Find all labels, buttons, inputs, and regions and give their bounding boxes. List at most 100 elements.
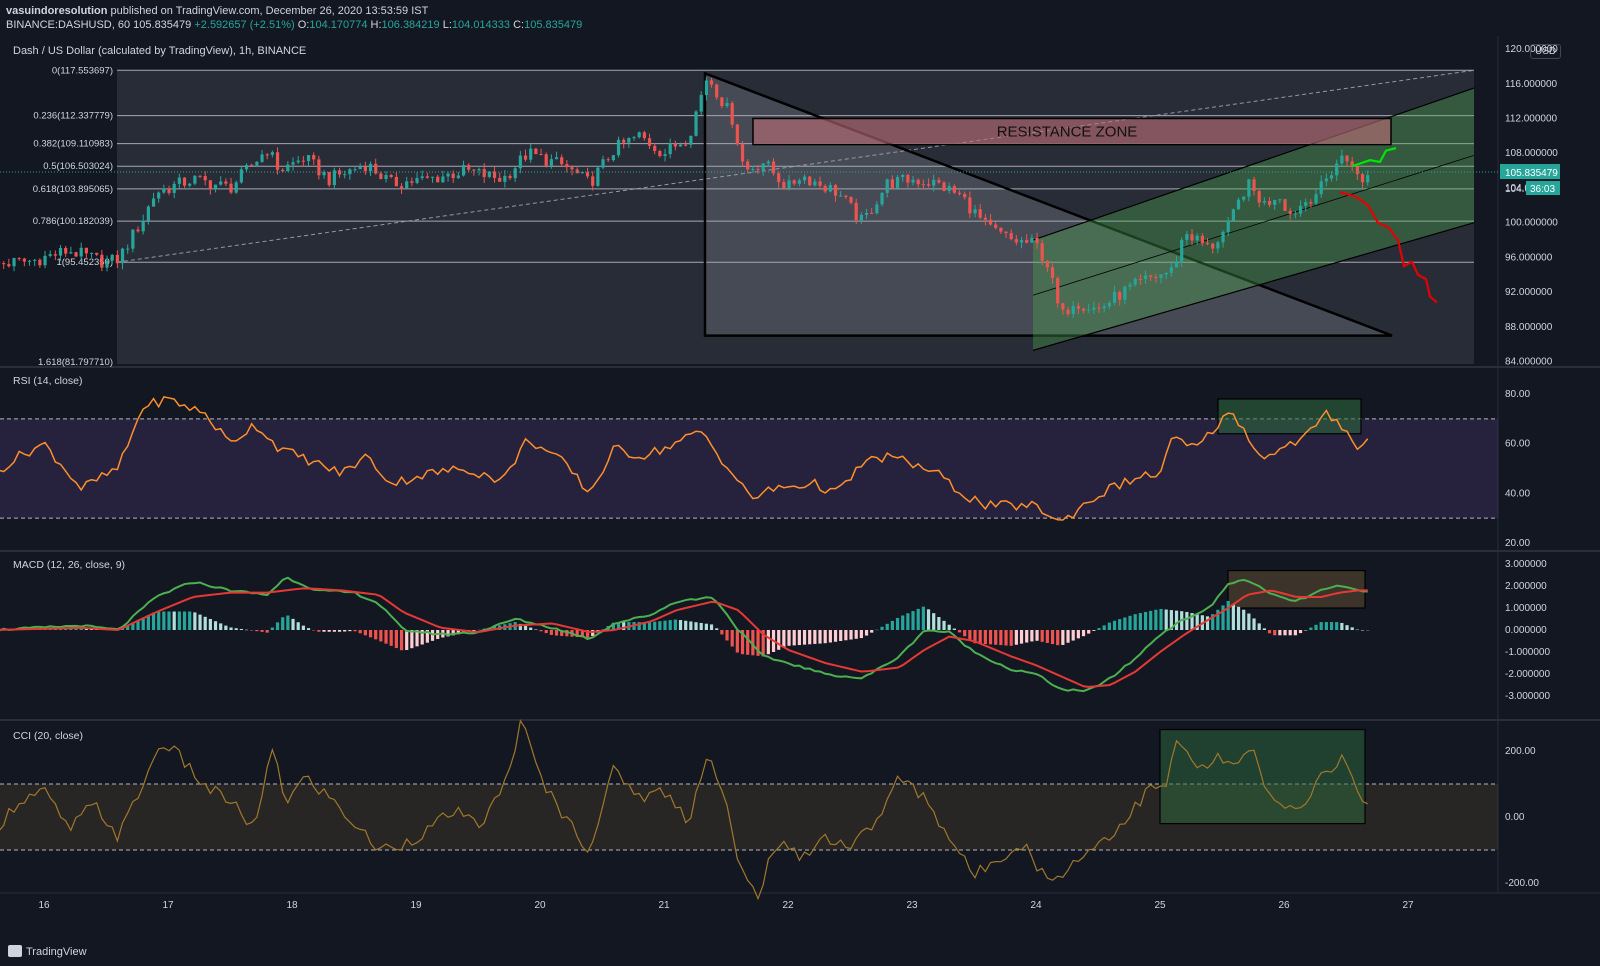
macd-hist-bar <box>1231 603 1235 630</box>
candle-body <box>482 168 486 177</box>
candle-body <box>162 188 166 193</box>
macd-hist-bar <box>978 630 982 644</box>
candle-body <box>322 171 326 176</box>
channel-upper-line <box>1032 87 1475 241</box>
candle-body <box>694 111 698 136</box>
price-axis-tick: 84.000000 <box>1505 357 1553 368</box>
symbol-label: BINANCE:DASHUSD, 60 <box>6 19 131 31</box>
candle-body <box>425 176 429 178</box>
macd-hist-bar <box>1081 630 1086 637</box>
macd-hist-bar <box>756 630 760 656</box>
macd-hist-bar <box>343 630 347 632</box>
candle-body <box>1050 267 1055 278</box>
candle-body <box>1030 237 1034 243</box>
macd-hist-bar <box>1340 622 1344 630</box>
macd-hist-bar <box>1025 630 1029 643</box>
candle-body <box>1242 196 1246 200</box>
macd-hist-bar <box>828 630 832 643</box>
macd-hist-bar <box>1345 625 1349 630</box>
macd-hist-bar <box>1040 630 1044 642</box>
macd-hist-bar <box>1195 614 1199 630</box>
macd-hist-bar <box>492 626 497 630</box>
candle-body <box>394 176 398 187</box>
macd-hist-bar <box>1216 609 1220 630</box>
candle-body <box>348 169 352 175</box>
candle-body <box>746 161 750 170</box>
macd-hist-bar <box>239 628 243 630</box>
candle-body <box>554 157 559 160</box>
macd-hist-bar <box>947 624 951 630</box>
macd-hist-bar <box>1355 629 1359 631</box>
candle-body <box>100 254 104 268</box>
candle-body <box>213 184 218 190</box>
macd-hist-bar <box>193 612 197 630</box>
footer: TradingView <box>0 940 1600 966</box>
macd-hist-bar <box>523 625 528 630</box>
high-label: H: <box>370 19 382 31</box>
candle-body <box>973 209 977 214</box>
macd-hist-bar <box>715 628 719 630</box>
candle-body <box>1200 235 1204 244</box>
candle-body <box>1056 277 1060 304</box>
rsi-axis-tick: 80.00 <box>1505 389 1530 400</box>
candle-body <box>921 184 925 186</box>
candle-body <box>405 181 409 189</box>
macd-hist-bar <box>1035 630 1039 641</box>
candle-body <box>833 185 838 196</box>
macd-hist-bar <box>1242 609 1246 630</box>
candle-body <box>792 180 796 184</box>
macd-hist-bar <box>379 630 383 642</box>
candle-body <box>596 167 600 186</box>
macd-hist-bar <box>720 630 724 635</box>
macd-hist-bar <box>539 630 543 632</box>
macd-hist-bar <box>751 630 755 656</box>
candle-body <box>508 175 512 179</box>
macd-hist-bar <box>1061 630 1065 645</box>
macd-hist-bar <box>451 630 455 636</box>
macd-hist-bar <box>823 630 827 644</box>
currency-button[interactable]: USD <box>1530 44 1562 59</box>
fib-level-label: 0.382(109.110983) <box>33 139 113 150</box>
macd-hist-bar <box>663 620 667 630</box>
fib-trendline <box>116 69 1475 263</box>
publisher-name[interactable]: vasuindoresolution <box>6 5 108 17</box>
rsi-axis-tick: 40.00 <box>1505 488 1530 499</box>
macd-hist-bar <box>1071 630 1075 641</box>
macd-hist-bar <box>730 630 734 647</box>
candle-body <box>363 166 367 171</box>
macd-hist-bar <box>1324 622 1328 630</box>
candle-body <box>456 175 460 179</box>
candle-body <box>312 155 316 160</box>
macd-hist-bar <box>162 611 166 630</box>
macd-hist-bar <box>942 620 946 630</box>
candle-body <box>33 259 37 261</box>
macd-hist-bar <box>229 627 233 630</box>
candle-body <box>296 160 300 163</box>
macd-hist-bar <box>224 625 228 630</box>
candle-body <box>1143 275 1148 279</box>
candle-body <box>1035 237 1039 244</box>
candle-body <box>1159 274 1163 278</box>
macd-hist-bar <box>131 622 135 630</box>
candle-body <box>818 181 822 186</box>
candle-body <box>751 168 755 170</box>
candle-body <box>358 166 362 170</box>
fib-level-label: 0(117.553697) <box>52 65 113 76</box>
macd-hist-bar <box>415 630 419 647</box>
tradingview-logo-icon <box>8 945 22 957</box>
candle-body <box>1190 234 1194 241</box>
macd-hist-bar <box>327 630 331 632</box>
tradingview-logo[interactable]: TradingView <box>8 945 87 958</box>
macd-hist-bar <box>1112 620 1117 630</box>
time-axis-tick: 22 <box>782 900 794 911</box>
macd-hist-bar <box>833 630 838 642</box>
candle-body <box>22 258 26 262</box>
candle-body <box>1185 234 1189 240</box>
macd-hist-bar <box>1133 614 1137 630</box>
fib-level-label: 1(95.452350) <box>56 257 113 268</box>
candle-body <box>219 181 223 185</box>
macd-hist-bar <box>1107 622 1111 630</box>
macd-hist-bar <box>1314 624 1318 630</box>
macd-hist-bar <box>1092 630 1096 631</box>
